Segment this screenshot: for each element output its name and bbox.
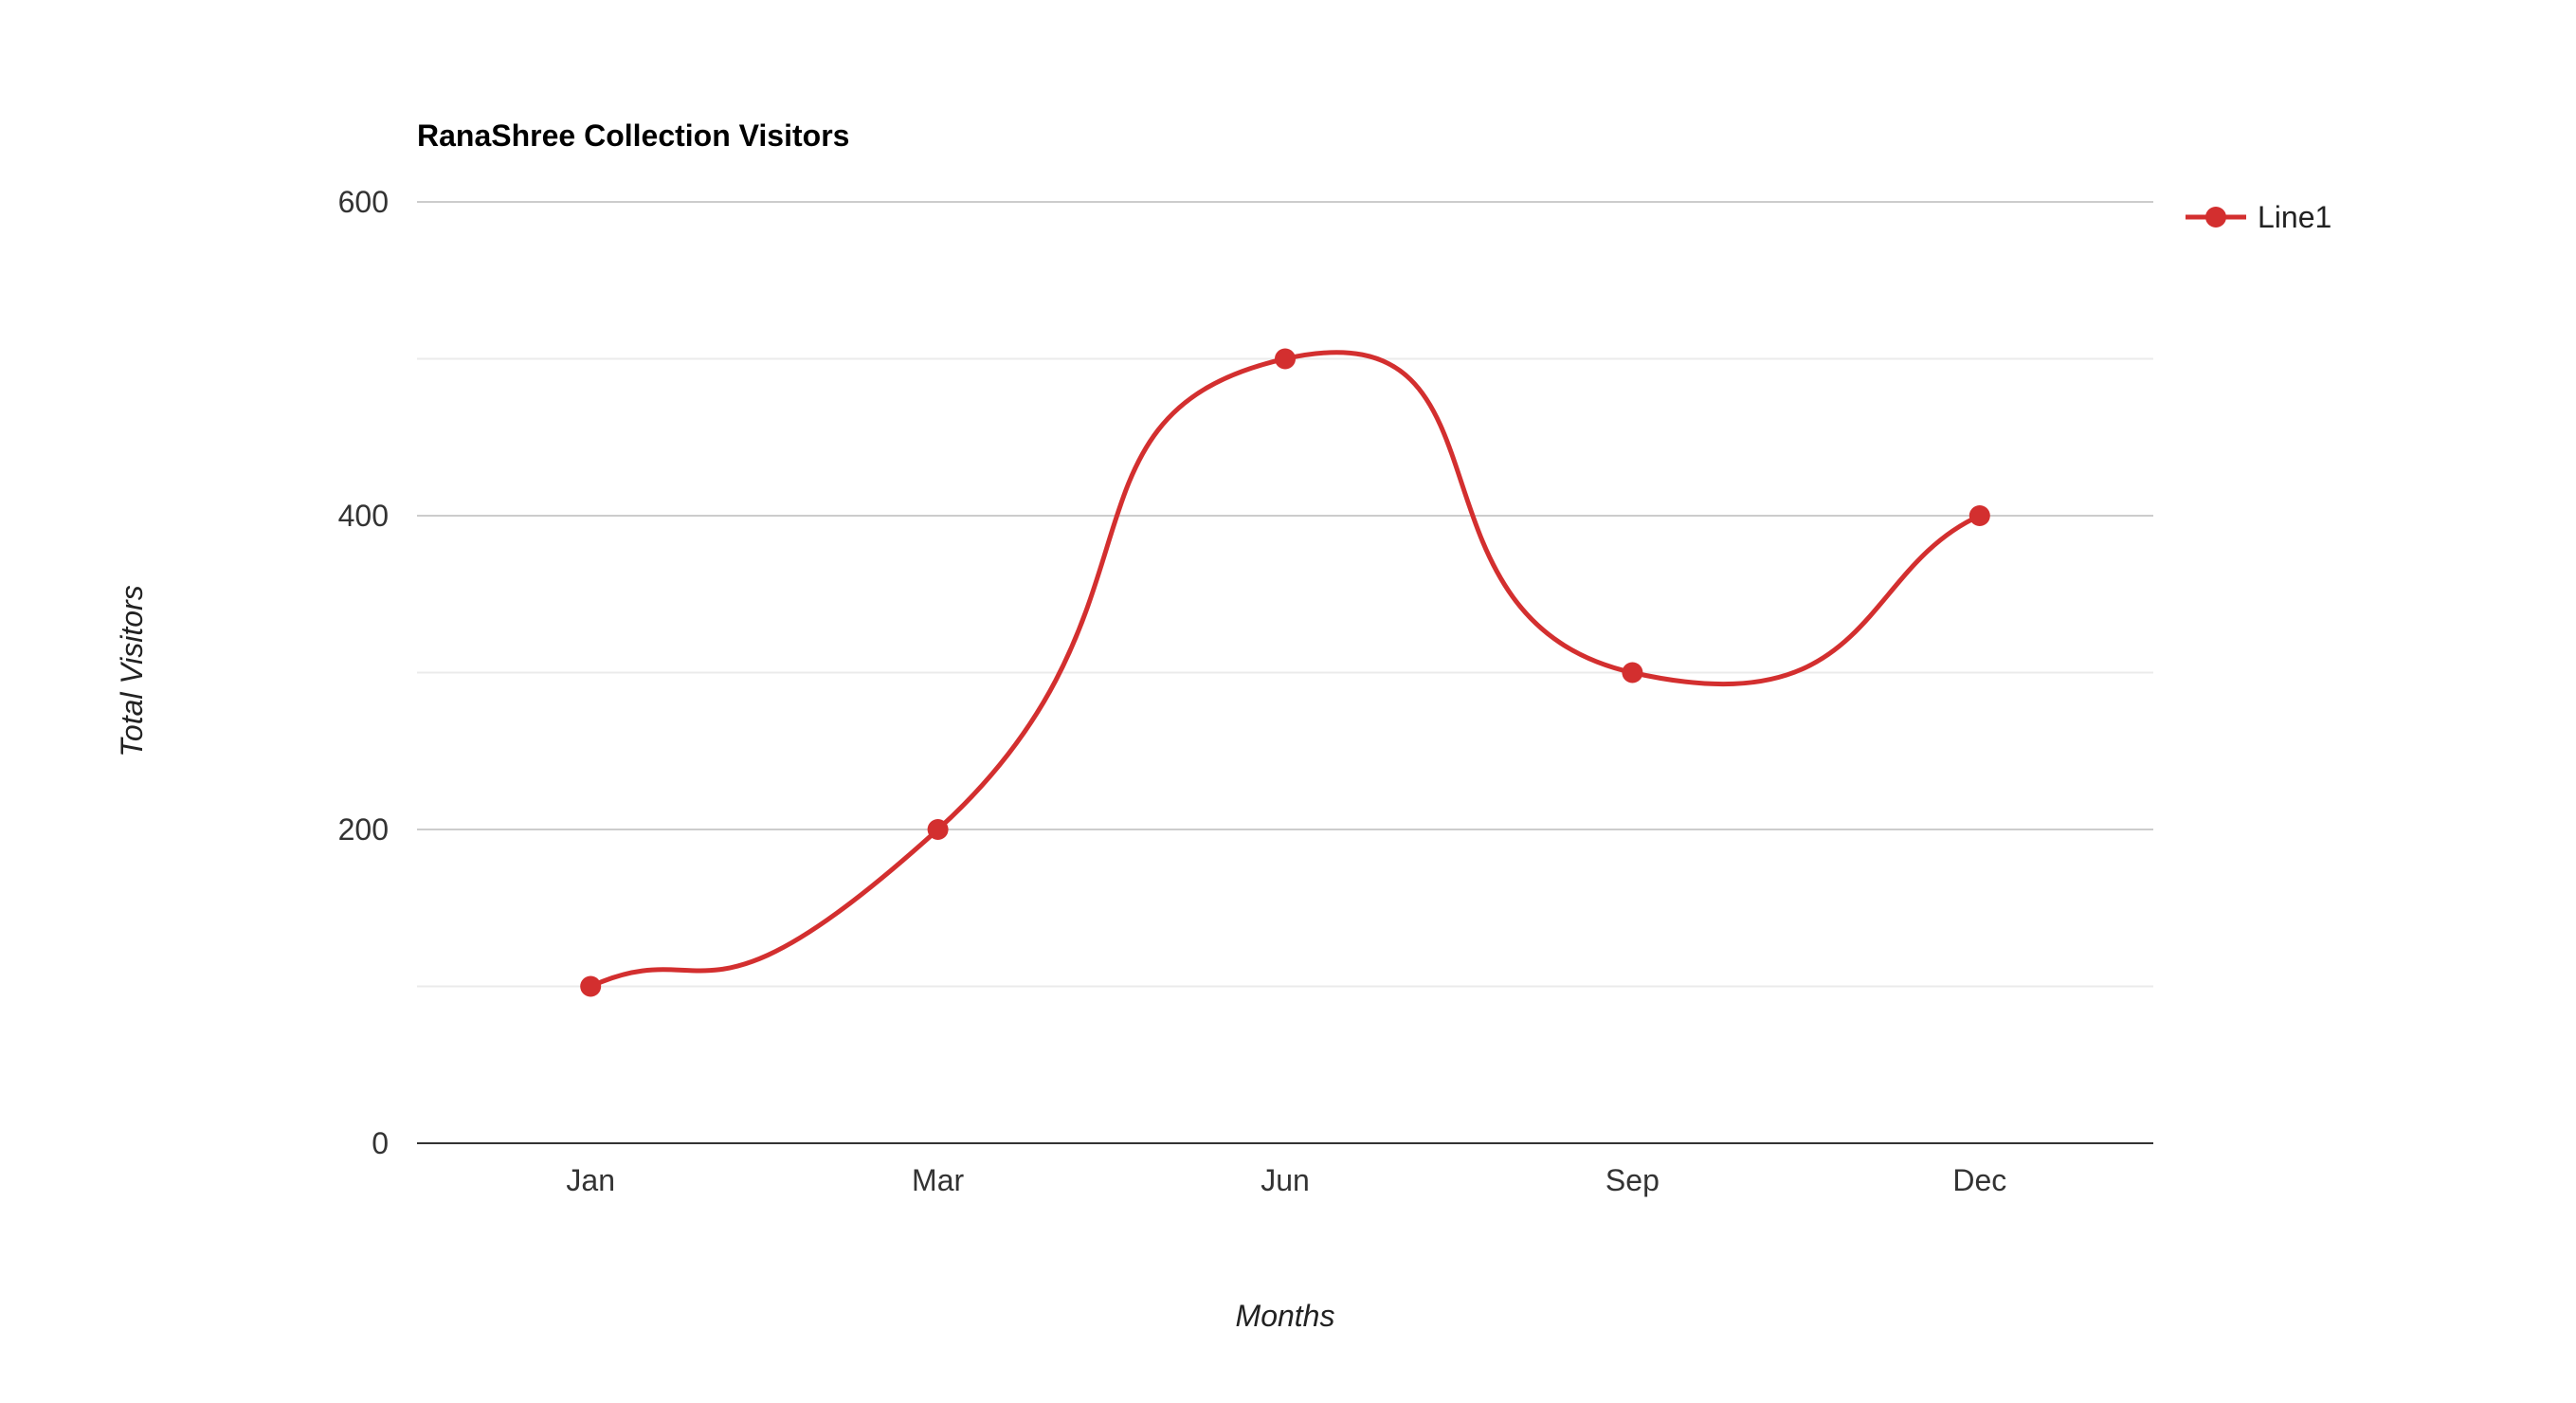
y-tick-label: 200: [338, 812, 389, 847]
gridlines: [417, 201, 2153, 988]
legend-label: Line1: [2258, 200, 2331, 234]
x-tick-label: Dec: [1952, 1163, 2006, 1197]
y-tick-label: 0: [372, 1126, 389, 1160]
y-axis-title: Total Visitors: [115, 585, 149, 756]
series-line: [588, 350, 1983, 989]
data-point[interactable]: [927, 819, 949, 840]
y-tick-label: 600: [338, 185, 389, 219]
series-layer: [580, 348, 1990, 997]
legend: Line1: [2186, 200, 2331, 234]
data-point[interactable]: [1622, 662, 1643, 683]
data-point[interactable]: [1275, 348, 1296, 370]
x-tick-label: Jun: [1261, 1163, 1310, 1197]
x-tick-label: Sep: [1605, 1163, 1660, 1197]
x-tick-label: Mar: [912, 1163, 964, 1197]
legend-marker-icon: [2205, 207, 2226, 228]
data-point[interactable]: [1968, 505, 1990, 526]
y-tick-label: 400: [338, 499, 389, 533]
data-point[interactable]: [580, 975, 602, 997]
x-axis-ticks: Jan Mar Jun Sep Dec: [566, 1163, 2006, 1197]
chart-title: RanaShree Collection Visitors: [417, 118, 849, 153]
y-axis-ticks: 0 200 400 600: [338, 185, 389, 1160]
x-tick-label: Jan: [566, 1163, 615, 1197]
x-axis-title: Months: [1236, 1299, 1335, 1333]
